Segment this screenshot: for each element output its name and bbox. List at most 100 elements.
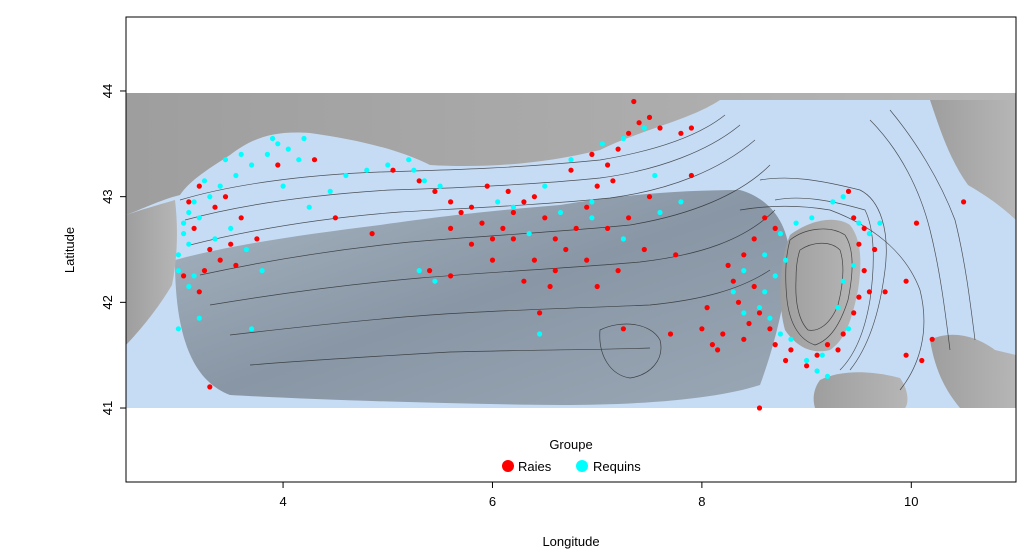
point-raies-32 — [552, 236, 558, 242]
point-requins-3 — [181, 231, 187, 237]
point-requins-41 — [432, 278, 438, 284]
land-france-north — [126, 93, 1016, 215]
point-raies-91 — [835, 347, 841, 353]
point-raies-24 — [468, 204, 475, 210]
point-raies-95 — [861, 268, 867, 274]
point-requins-25 — [243, 246, 249, 253]
point-raies-0 — [201, 268, 208, 274]
point-raies-1 — [196, 289, 202, 295]
point-requins-18 — [222, 157, 229, 163]
bathymetry-raster — [126, 93, 1016, 408]
y-tick-label-1: 42 — [100, 295, 115, 309]
point-raies-64 — [521, 278, 527, 284]
point-raies-43 — [678, 130, 684, 136]
x-axis: 4 6 8 10 — [279, 482, 919, 509]
point-raies-34 — [573, 225, 579, 231]
point-raies-111 — [756, 405, 763, 411]
point-requins-30 — [364, 167, 370, 173]
point-raies-52 — [489, 257, 496, 263]
point-requins-29 — [343, 172, 349, 179]
point-raies-49 — [552, 268, 558, 274]
point-requins-52 — [589, 199, 595, 205]
point-raies-35 — [584, 204, 590, 210]
point-raies-37 — [605, 162, 611, 168]
point-requins-54 — [526, 231, 532, 237]
point-requins-10 — [249, 162, 255, 168]
point-raies-81 — [699, 326, 705, 332]
point-requins-1 — [186, 209, 192, 216]
point-raies-82 — [704, 305, 710, 311]
point-requins-59 — [777, 231, 784, 237]
point-raies-60 — [641, 246, 647, 253]
point-raies-54 — [448, 225, 454, 231]
point-requins-8 — [217, 183, 223, 189]
x-tick-label-2: 8 — [698, 494, 705, 509]
legend-title: Groupe — [549, 437, 592, 452]
point-raies-57 — [547, 283, 553, 290]
point-requins-63 — [840, 194, 846, 200]
point-requins-28 — [327, 188, 333, 194]
point-requins-68 — [835, 305, 841, 311]
point-raies-92 — [840, 331, 846, 337]
point-requins-53 — [557, 209, 564, 216]
point-raies-100 — [866, 289, 873, 295]
point-requins-5 — [175, 252, 181, 258]
point-requins-56 — [537, 331, 543, 337]
point-raies-40 — [636, 120, 642, 126]
point-requins-82 — [741, 268, 747, 274]
point-raies-87 — [783, 357, 789, 364]
x-tick-label-1: 6 — [489, 494, 496, 509]
point-raies-3 — [191, 225, 197, 231]
point-raies-8 — [228, 241, 234, 247]
point-requins-32 — [406, 157, 412, 163]
point-requins-55 — [495, 199, 501, 205]
point-raies-22 — [448, 199, 454, 205]
point-requins-78 — [824, 373, 831, 379]
point-raies-67 — [568, 167, 574, 173]
point-raies-105 — [772, 342, 778, 348]
point-raies-88 — [804, 363, 810, 369]
point-raies-63 — [615, 268, 621, 274]
point-raies-102 — [903, 278, 909, 284]
point-requins-84 — [877, 220, 883, 226]
point-requins-76 — [804, 357, 810, 364]
point-requins-16 — [270, 135, 276, 142]
point-raies-31 — [542, 215, 548, 221]
point-raies-27 — [500, 225, 506, 231]
point-requins-83 — [783, 257, 789, 263]
point-raies-33 — [563, 246, 569, 253]
point-raies-58 — [537, 310, 543, 316]
land-elba — [930, 334, 1016, 408]
point-requins-24 — [228, 225, 234, 231]
depth-contours — [179, 109, 976, 391]
point-requins-58 — [762, 252, 768, 258]
point-raies-98 — [845, 188, 852, 194]
point-raies-30 — [531, 194, 538, 200]
point-requins-51 — [620, 236, 627, 242]
point-raies-20 — [416, 178, 422, 184]
point-requins-79 — [819, 352, 825, 358]
point-raies-89 — [814, 352, 820, 358]
y-axis: 41 42 43 44 — [100, 84, 126, 415]
point-requins-34 — [421, 178, 427, 184]
point-raies-59 — [620, 326, 627, 332]
point-requins-44 — [568, 157, 574, 163]
point-raies-53 — [468, 241, 475, 247]
point-raies-47 — [605, 225, 611, 231]
point-requins-36 — [196, 315, 202, 321]
point-raies-6 — [238, 215, 244, 221]
point-raies-110 — [961, 199, 967, 205]
point-raies-51 — [510, 236, 516, 242]
point-raies-71 — [741, 252, 747, 258]
point-requins-14 — [296, 157, 302, 163]
point-raies-85 — [741, 336, 747, 342]
point-raies-104 — [788, 347, 794, 353]
point-raies-70 — [730, 278, 736, 284]
point-requins-0 — [181, 220, 187, 226]
point-raies-62 — [594, 283, 600, 290]
point-raies-25 — [479, 220, 485, 226]
point-requins-42 — [510, 204, 516, 210]
point-raies-99 — [861, 225, 867, 231]
y-tick-label-2: 43 — [100, 189, 115, 203]
